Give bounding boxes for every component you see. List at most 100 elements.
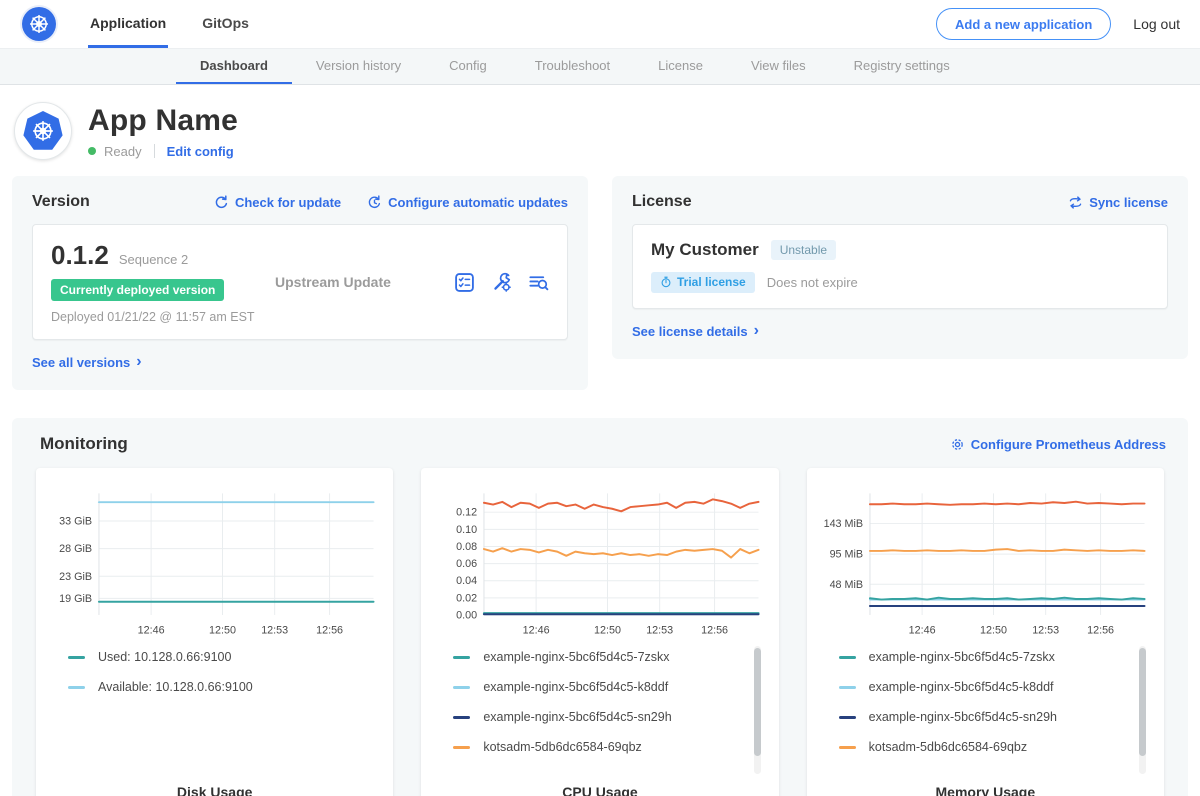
check-update-link[interactable]: Check for update bbox=[214, 195, 341, 210]
topnav-right: Add a new application Log out bbox=[936, 8, 1180, 40]
app-header: App Name Ready Edit config bbox=[0, 85, 1200, 174]
svg-text:33 GiB: 33 GiB bbox=[59, 516, 92, 528]
legend-label: example-nginx-5bc6f5d4c5-sn29h bbox=[483, 710, 671, 724]
legend-swatch bbox=[453, 716, 470, 719]
expiry-text: Does not expire bbox=[767, 275, 858, 290]
refresh-icon bbox=[214, 195, 229, 210]
legend-swatch bbox=[839, 656, 856, 659]
chart-legend: example-nginx-5bc6f5d4c5-7zskxexample-ng… bbox=[431, 644, 768, 776]
page-title: App Name bbox=[88, 104, 238, 138]
legend-item: example-nginx-5bc6f5d4c5-7zskx bbox=[839, 650, 1128, 664]
topnav-tabs: Application GitOps bbox=[88, 0, 283, 48]
legend-swatch bbox=[68, 686, 85, 689]
version-number: 0.1.2 bbox=[51, 240, 109, 271]
subnav: DashboardVersion historyConfigTroublesho… bbox=[0, 48, 1200, 85]
chart-legend: example-nginx-5bc6f5d4c5-7zskx example-ng… bbox=[817, 644, 1154, 776]
gear-icon bbox=[950, 437, 965, 452]
svg-text:12:53: 12:53 bbox=[647, 625, 674, 637]
svg-text:23 GiB: 23 GiB bbox=[59, 571, 92, 583]
svg-text:12:53: 12:53 bbox=[1032, 625, 1059, 637]
top-navbar: Application GitOps Add a new application… bbox=[0, 0, 1200, 48]
customer-name: My Customer bbox=[651, 240, 759, 260]
svg-text:95 MiB: 95 MiB bbox=[829, 549, 863, 561]
legend-scrollbar-thumb[interactable] bbox=[1139, 648, 1146, 756]
helm-wheel-icon bbox=[31, 119, 55, 143]
sync-license-link[interactable]: Sync license bbox=[1068, 195, 1168, 210]
svg-text:0.00: 0.00 bbox=[456, 609, 477, 621]
svg-text:12:46: 12:46 bbox=[138, 625, 165, 637]
legend-item: kotsadm-5db6dc6584-69qbz bbox=[839, 740, 1128, 754]
svg-text:12:56: 12:56 bbox=[701, 625, 728, 637]
legend-swatch bbox=[453, 656, 470, 659]
svg-text:0.10: 0.10 bbox=[456, 524, 477, 536]
subnav-item-view-files[interactable]: View files bbox=[727, 49, 830, 84]
subnav-item-dashboard[interactable]: Dashboard bbox=[176, 49, 292, 84]
deployed-badge: Currently deployed version bbox=[51, 279, 224, 301]
see-license-details-link[interactable]: See license details › bbox=[632, 324, 759, 339]
svg-text:0.08: 0.08 bbox=[456, 541, 477, 553]
legend-swatch bbox=[839, 686, 856, 689]
status-dot bbox=[88, 147, 96, 155]
subnav-item-troubleshoot[interactable]: Troubleshoot bbox=[511, 49, 634, 84]
logout-button[interactable]: Log out bbox=[1133, 16, 1180, 32]
legend-swatch bbox=[68, 656, 85, 659]
chart-canvas: 143 MiB95 MiB48 MiB12:4612:5012:5312:56 bbox=[817, 480, 1154, 644]
config-wrench-icon[interactable] bbox=[491, 272, 512, 293]
svg-text:12:50: 12:50 bbox=[209, 625, 236, 637]
preflight-checks-icon[interactable] bbox=[454, 272, 475, 293]
subnav-item-license[interactable]: License bbox=[634, 49, 727, 84]
legend-scrollbar-thumb[interactable] bbox=[754, 648, 761, 756]
svg-text:12:50: 12:50 bbox=[980, 625, 1007, 637]
legend-label: Available: 10.128.0.66:9100 bbox=[98, 680, 253, 694]
version-card-title: Version bbox=[32, 193, 90, 211]
version-card: Version Check for update Configure au bbox=[12, 176, 588, 390]
svg-text:28 GiB: 28 GiB bbox=[59, 543, 92, 555]
subnav-item-version-history[interactable]: Version history bbox=[292, 49, 425, 84]
legend-item: example-nginx-5bc6f5d4c5-k8ddf bbox=[839, 680, 1128, 694]
chart-panel-disk-usage: 33 GiB28 GiB23 GiB19 GiB12:4612:5012:531… bbox=[36, 468, 393, 796]
svg-text:48 MiB: 48 MiB bbox=[829, 579, 863, 591]
legend-label: example-nginx-5bc6f5d4c5-sn29h bbox=[869, 710, 1057, 724]
svg-text:12:56: 12:56 bbox=[316, 625, 343, 637]
svg-text:19 GiB: 19 GiB bbox=[59, 593, 92, 605]
edit-config-link[interactable]: Edit config bbox=[167, 144, 234, 159]
chart-panels: 33 GiB 28 GiB 23 GiB 19 GiB 12:46 12:50 12:53 1… bbox=[24, 468, 1176, 796]
sync-icon bbox=[1068, 195, 1083, 210]
stopwatch-icon bbox=[660, 276, 672, 288]
legend-item: Available: 10.128.0.66:9100 bbox=[68, 680, 357, 694]
legend-item: example-nginx-5bc6f5d4c5-sn29h bbox=[453, 710, 742, 724]
svg-text:0.02: 0.02 bbox=[456, 592, 477, 604]
trial-license-badge: Trial license bbox=[651, 272, 755, 293]
license-card: License Sync license My Customer Unstabl… bbox=[612, 176, 1188, 359]
monitoring-section: Monitoring Configure Prometheus Address … bbox=[12, 418, 1188, 796]
chart-legend: Used: 10.128.0.66:9100Available: 10.128.… bbox=[46, 644, 383, 776]
chevron-right-icon: › bbox=[136, 357, 141, 367]
kubernetes-logo bbox=[22, 7, 56, 41]
legend-label: kotsadm-5db6dc6584-69qbz bbox=[869, 740, 1027, 754]
add-application-button[interactable]: Add a new application bbox=[936, 8, 1111, 40]
sequence-label: Sequence 2 bbox=[119, 252, 188, 267]
helm-wheel-icon bbox=[28, 13, 50, 35]
configure-updates-link[interactable]: Configure automatic updates bbox=[367, 195, 568, 210]
channel-badge: Unstable bbox=[771, 240, 836, 260]
svg-text:143 MiB: 143 MiB bbox=[823, 518, 863, 530]
status-text: Ready bbox=[104, 144, 142, 159]
view-logs-icon[interactable] bbox=[528, 272, 549, 293]
topnav-tab-gitops[interactable]: GitOps bbox=[200, 0, 251, 48]
legend-label: example-nginx-5bc6f5d4c5-7zskx bbox=[869, 650, 1055, 664]
chart-title: Memory Usage bbox=[817, 776, 1154, 796]
legend-swatch bbox=[839, 746, 856, 749]
chart-panel-cpu-usage: 0.120.100.080.060.040.020.0012:4612:5012… bbox=[421, 468, 778, 796]
subnav-item-config[interactable]: Config bbox=[425, 49, 511, 84]
chart-panel-memory-usage: 143 MiB95 MiB48 MiB12:4612:5012:5312:56e… bbox=[807, 468, 1164, 796]
chart-canvas: 33 GiB28 GiB23 GiB19 GiB12:4612:5012:531… bbox=[46, 480, 383, 644]
subnav-item-registry-settings[interactable]: Registry settings bbox=[830, 49, 974, 84]
svg-text:12:46: 12:46 bbox=[523, 625, 550, 637]
deployed-timestamp: Deployed 01/21/22 @ 11:57 am EST bbox=[51, 310, 269, 324]
topnav-tab-application[interactable]: Application bbox=[88, 0, 168, 48]
legend-scrollbar bbox=[1139, 646, 1146, 774]
svg-text:12:56: 12:56 bbox=[1087, 625, 1114, 637]
see-all-versions-link[interactable]: See all versions › bbox=[32, 355, 142, 370]
configure-prometheus-link[interactable]: Configure Prometheus Address bbox=[950, 437, 1166, 452]
svg-text:12:50: 12:50 bbox=[594, 625, 621, 637]
